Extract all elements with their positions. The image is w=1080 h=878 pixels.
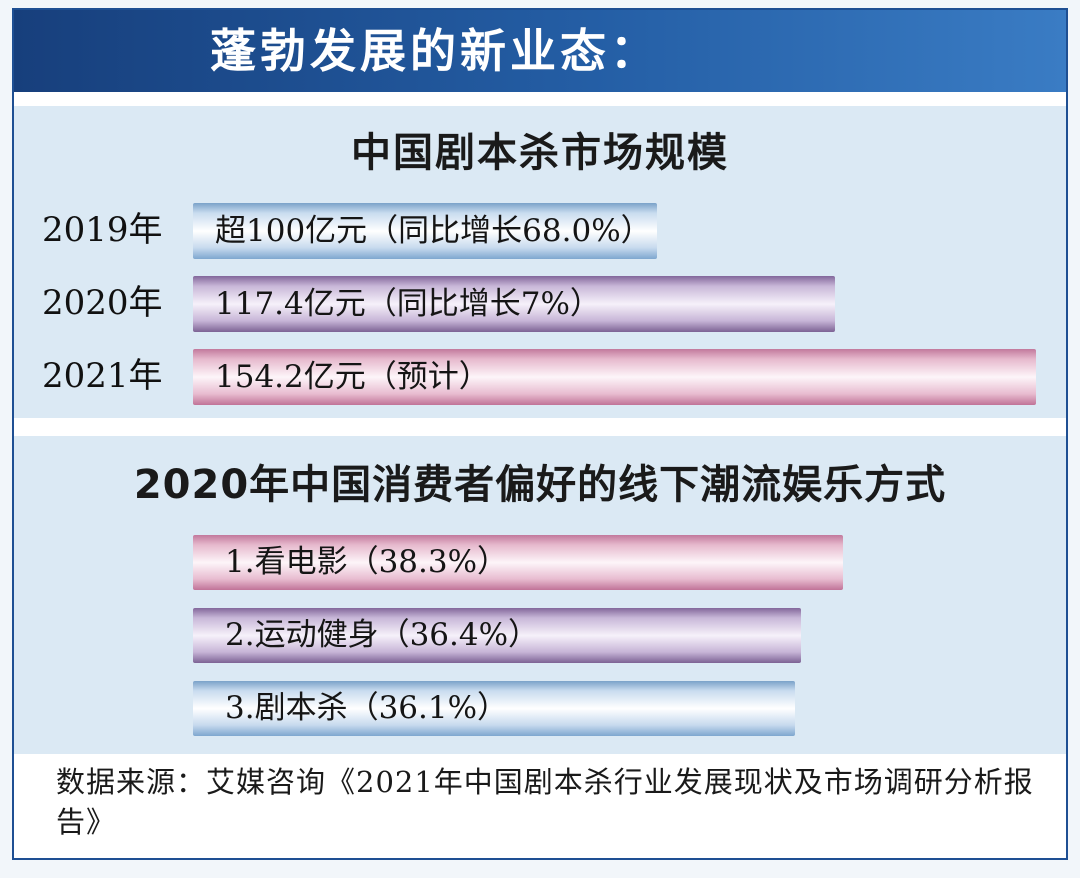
bar-data-label: 2.运动健身（36.4%） (225, 617, 540, 653)
header-banner: 蓬勃发展的新业态： (14, 10, 1066, 92)
bar-data-label: 154.2亿元（预计） (215, 359, 490, 395)
market-size-bar: 154.2亿元（预计） (193, 349, 1036, 405)
bar-data-label: 1.看电影（38.3%） (225, 544, 509, 580)
preference-chart-title: 2020年中国消费者偏好的线下潮流娱乐方式 (133, 462, 947, 508)
source-panel (14, 754, 1066, 858)
bar-data-label: 超100亿元（同比增长68.0%） (215, 213, 652, 249)
year-label: 2021年 (42, 356, 163, 396)
market-size-bar: 超100亿元（同比增长68.0%） (193, 203, 657, 259)
header-title: 蓬勃发展的新业态： (210, 24, 660, 78)
preference-bar: 2.运动健身（36.4%） (193, 608, 801, 663)
data-source-note: 数据来源：艾媒咨询《2021年中国剧本杀行业发展现状及市场调研分析报告》 (56, 765, 1034, 839)
bar-data-label: 3.剧本杀（36.1%） (225, 690, 509, 726)
year-label: 2020年 (42, 283, 163, 323)
market-size-chart-title: 中国剧本杀市场规模 (351, 130, 729, 176)
market-size-bar: 117.4亿元（同比增长7%） (193, 276, 835, 332)
bar-data-label: 117.4亿元（同比增长7%） (215, 286, 601, 322)
preference-bar: 3.剧本杀（36.1%） (193, 681, 795, 736)
year-label: 2019年 (42, 210, 163, 250)
preference-bar: 1.看电影（38.3%） (193, 535, 843, 590)
